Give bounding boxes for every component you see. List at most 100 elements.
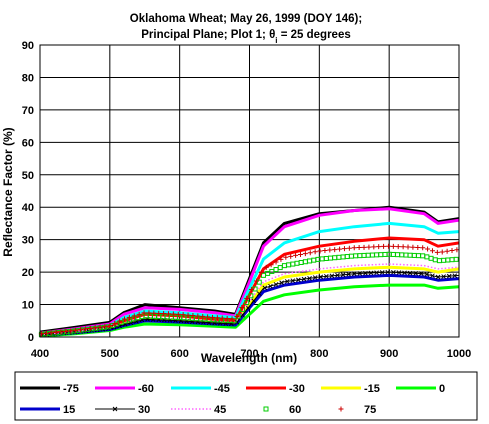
series-marker-75 [346, 245, 352, 251]
series-marker-60 [340, 254, 346, 260]
series-marker-75 [444, 248, 450, 254]
legend-label--30: -30 [289, 383, 305, 395]
series-marker-75 [92, 325, 98, 331]
series-marker-75 [224, 316, 230, 322]
y-tick-label-9: 90 [22, 40, 34, 52]
series-lines [38, 205, 460, 338]
series-marker-75 [249, 287, 255, 293]
series-marker-60 [298, 260, 304, 266]
x-tick-label-0: 400 [31, 348, 49, 360]
series-marker-75 [425, 246, 431, 252]
series-marker-30 [424, 272, 430, 277]
series-marker-60 [382, 251, 388, 257]
series-marker-60 [273, 267, 279, 273]
series-marker-30 [413, 270, 419, 276]
y-tick-label-1: 10 [22, 300, 34, 312]
series-marker-75 [371, 244, 377, 250]
legend-label-15: 15 [63, 404, 75, 416]
series-marker-75 [102, 323, 108, 329]
series-marker-75 [337, 246, 343, 252]
series-marker-75 [73, 327, 79, 333]
series-marker-75 [97, 324, 103, 330]
series-marker-30 [318, 274, 324, 280]
series-marker-60 [453, 256, 459, 262]
series-marker-30 [374, 270, 379, 276]
series-marker-30 [329, 273, 335, 279]
series-marker-75 [156, 310, 162, 316]
series-marker-60 [428, 255, 434, 261]
series-marker-30 [273, 282, 279, 287]
legend-label-60: 60 [289, 404, 301, 416]
series-marker-30 [312, 275, 318, 280]
series-marker-75 [205, 314, 211, 320]
series-marker-30 [234, 319, 240, 325]
series-marker-60 [302, 259, 308, 265]
series-marker-60 [323, 255, 329, 261]
series-marker-75 [87, 325, 93, 331]
series-marker-75 [351, 245, 357, 251]
series-marker-60 [328, 255, 334, 261]
series-marker-75 [107, 323, 113, 329]
legend-label--75: -75 [63, 383, 79, 395]
series-marker-75 [209, 314, 215, 320]
series-marker-75 [302, 251, 308, 257]
series-marker-30 [357, 271, 363, 276]
series-marker-60 [374, 252, 380, 258]
series-marker-60 [252, 286, 258, 292]
series-marker-75 [244, 295, 250, 301]
y-tick-label-7: 70 [22, 105, 34, 117]
series-marker-30 [256, 291, 262, 297]
series-marker-30 [379, 270, 385, 275]
series-marker-75 [307, 250, 313, 256]
series-marker-60 [353, 253, 359, 259]
series-marker-75 [263, 264, 269, 270]
series-marker-60 [319, 256, 325, 262]
legend-label-0: 0 [439, 383, 445, 395]
series-marker-75 [439, 249, 445, 255]
series-marker-75 [239, 304, 245, 310]
series-marker-60 [424, 254, 430, 260]
y-tick-label-0: 0 [28, 332, 34, 344]
series-marker-75 [283, 254, 289, 260]
series-marker-75 [385, 243, 391, 249]
series-marker-60 [395, 252, 401, 258]
series-marker-30 [363, 270, 368, 276]
series-marker-75 [117, 318, 123, 324]
series-marker-75 [449, 247, 455, 253]
legend-symbol-60 [263, 406, 269, 412]
series-marker-60 [256, 279, 262, 285]
series-line-45 [39, 263, 460, 336]
series-marker-75 [268, 262, 274, 268]
series-marker-30 [251, 298, 257, 304]
series-marker-30 [335, 272, 340, 278]
series-marker-75 [341, 246, 347, 252]
series-marker-75 [68, 328, 74, 334]
series-marker-60 [361, 252, 367, 258]
series-marker-60 [281, 263, 287, 269]
series-marker-60 [307, 258, 313, 264]
series-marker-75 [190, 313, 196, 319]
series-marker-60 [332, 255, 338, 261]
series-marker-30 [307, 275, 312, 281]
series-marker-30 [441, 274, 446, 279]
series-marker-30 [407, 270, 413, 276]
legend-marker-30 [112, 406, 118, 412]
series-marker-30 [279, 280, 284, 286]
series-marker-75 [185, 312, 191, 318]
series-marker-75 [214, 315, 220, 321]
legend-symbol-30 [95, 406, 135, 412]
series-marker-60 [436, 258, 442, 264]
series-marker-60 [365, 252, 371, 258]
series-marker-75 [234, 314, 240, 320]
series-marker-60 [390, 251, 396, 257]
series-marker-75 [322, 248, 328, 254]
series-marker-60 [357, 253, 363, 259]
legend-box [14, 371, 478, 421]
series-marker-75 [278, 256, 284, 262]
series-marker-75 [356, 245, 362, 251]
plot-area-border [39, 44, 460, 338]
series-marker-30 [323, 273, 329, 279]
y-axis-label: Reflectance Factor (%) [1, 127, 15, 256]
series-marker-75 [126, 314, 132, 320]
series-marker-75 [48, 330, 54, 336]
